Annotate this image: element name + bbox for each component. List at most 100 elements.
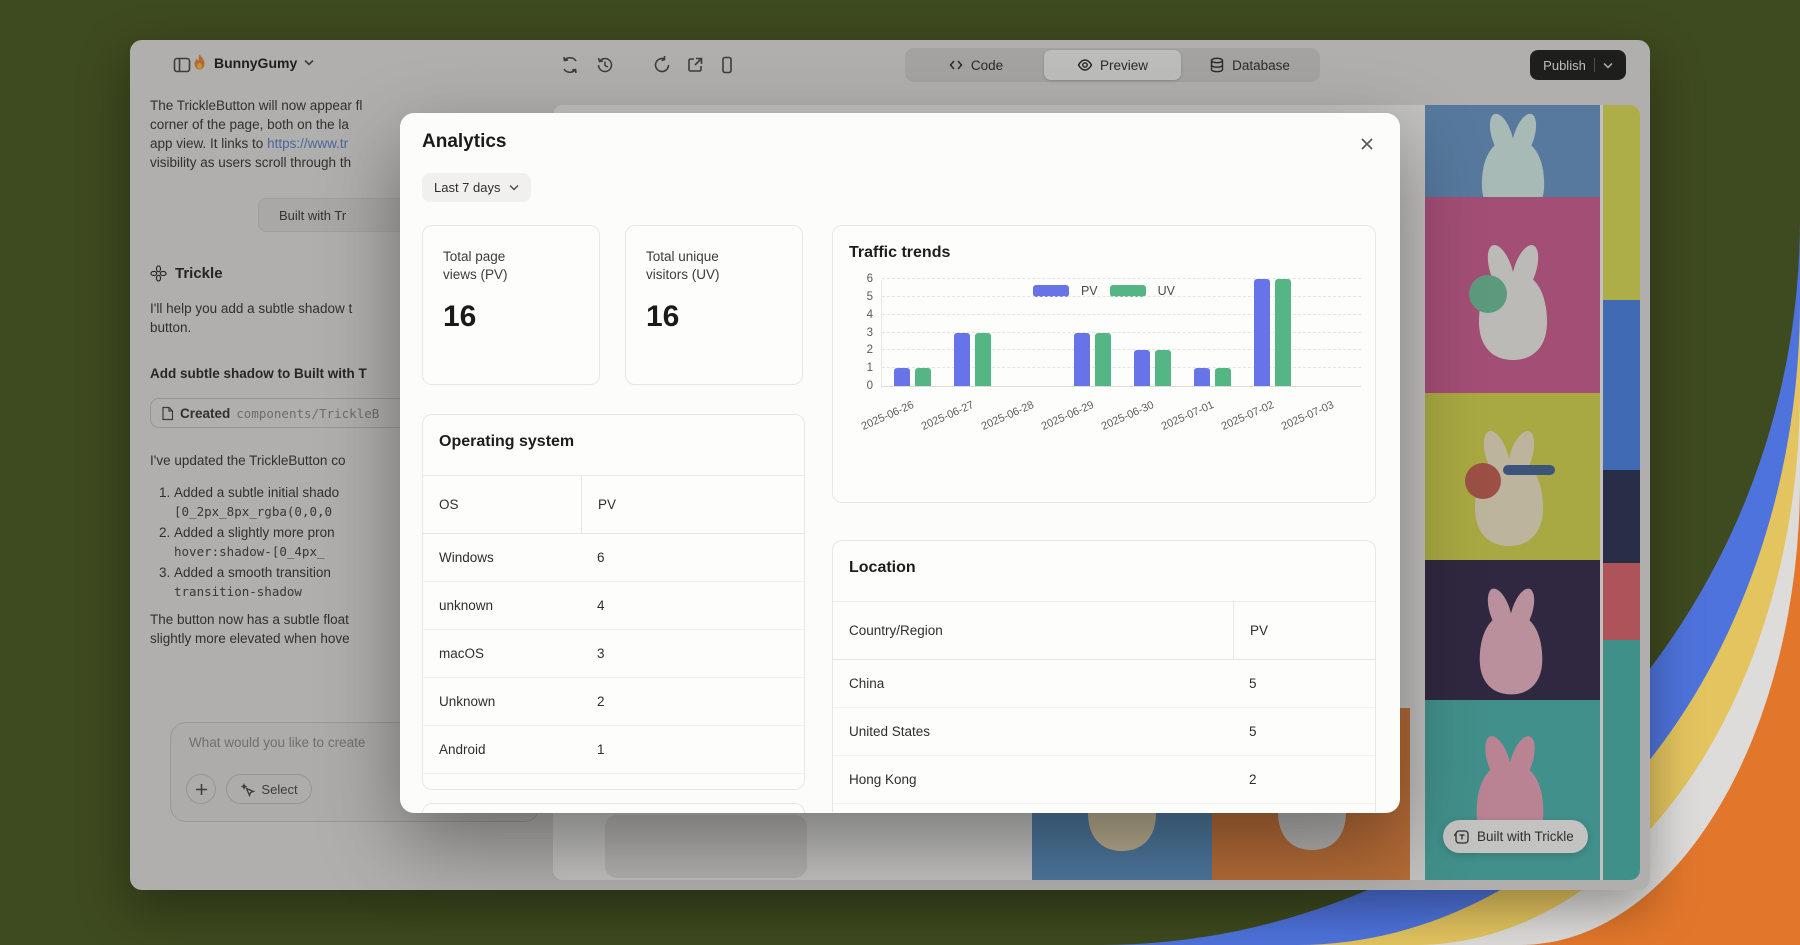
table-row: Unknown 2 (423, 678, 804, 726)
table-header: OS PV (423, 475, 804, 534)
y-axis-labels: 0 1 2 3 4 5 6 (833, 226, 873, 502)
gallery-image[interactable] (1603, 640, 1640, 880)
gallery-image[interactable] (1603, 563, 1640, 640)
bar-group (1242, 279, 1302, 386)
cell-value: 4 (597, 598, 605, 613)
assistant-message-line: The button now has a subtle float (150, 612, 349, 627)
table-row: unknown 4 (423, 582, 804, 630)
add-attachment-button[interactable] (186, 774, 216, 804)
date-range-dropdown[interactable]: Last 7 days (422, 173, 531, 202)
list-item: Added a subtle initial shado [0_2px_8px_… (174, 483, 522, 521)
list-item: Added a slightly more pron hover:shadow-… (174, 523, 522, 561)
select-element-button[interactable]: Select (226, 774, 312, 804)
stat-value: 16 (646, 300, 680, 333)
tab-preview[interactable]: Preview (1044, 50, 1181, 80)
bar-group (1122, 279, 1182, 386)
legend-swatch-uv (1109, 285, 1146, 297)
bar-uv (1214, 368, 1231, 386)
reload-icon[interactable] (652, 55, 672, 75)
assistant-message-line: slightly more elevated when hove (150, 631, 350, 646)
gridline (882, 349, 1361, 351)
sync-icon[interactable] (560, 55, 580, 75)
page-section (605, 815, 807, 878)
history-icon[interactable] (595, 55, 615, 75)
headphone-decor (1465, 463, 1501, 499)
cell-value: 5 (1249, 724, 1257, 739)
database-icon (1210, 57, 1224, 73)
tab-database-label: Database (1232, 57, 1290, 73)
cell-label: China (849, 676, 885, 691)
user-request: Add subtle shadow to Built with T (150, 366, 367, 381)
next-card-edge (422, 803, 805, 813)
created-label: Created (180, 405, 231, 421)
bar-pv (1133, 350, 1150, 386)
sunglasses-decor (1503, 465, 1555, 475)
assistant-message-line: app view. It links to https://www.tr (150, 136, 349, 151)
legend-label-pv: PV (1080, 284, 1098, 298)
badge-label: Built with Trickle (1477, 829, 1574, 844)
assistant-message-line: I'll help you add a subtle shadow t (150, 301, 353, 316)
window-topbar: BunnyGumy Code (130, 40, 1650, 90)
assistant-message-line: The TrickleButton will now appear fl (150, 98, 363, 113)
fire-icon (194, 54, 205, 70)
tab-preview-label: Preview (1099, 57, 1148, 73)
project-switcher[interactable]: BunnyGumy (192, 54, 314, 71)
close-icon[interactable] (1356, 133, 1378, 155)
mobile-preview-icon[interactable] (717, 55, 737, 75)
stat-label: Total page views (PV) (443, 249, 508, 282)
gallery-image[interactable] (1603, 470, 1640, 563)
table-row: Windows 6 (423, 534, 804, 582)
cell-value: 3 (597, 646, 605, 661)
table-title: Operating system (439, 433, 575, 450)
gallery-image[interactable] (1425, 105, 1600, 197)
assistant-header: Trickle (150, 264, 522, 283)
created-file-chip[interactable]: Created components/TrickleB (150, 398, 412, 428)
trickle-link[interactable]: https://www.tr (267, 136, 349, 151)
cell-value: 1 (597, 742, 605, 757)
publish-button[interactable]: Publish (1530, 50, 1626, 80)
gridline (882, 295, 1361, 297)
bar-group (1182, 279, 1242, 386)
stat-label: Total unique visitors (UV) (646, 249, 720, 282)
gallery-image[interactable] (1425, 560, 1600, 700)
date-range-value: Last 7 days (434, 180, 501, 195)
gallery-image[interactable] (1425, 197, 1600, 393)
gallery-image[interactable] (1603, 300, 1640, 470)
view-tabs: Code Preview Database (905, 48, 1320, 82)
cell-label: Unknown (439, 694, 496, 709)
y-tick-label: 0 (866, 380, 873, 392)
assistant-name: Trickle (175, 265, 223, 282)
tab-code[interactable]: Code (907, 50, 1044, 80)
modal-title: Analytics (422, 131, 507, 152)
open-external-icon[interactable] (685, 55, 705, 75)
bar-uv (1154, 350, 1171, 386)
y-tick-label: 3 (866, 326, 873, 339)
assistant-message-line: visibility as users scroll through th (150, 155, 352, 170)
change-list: Added a subtle initial shado [0_2px_8px_… (174, 483, 522, 601)
tab-database[interactable]: Database (1181, 50, 1318, 80)
table-row: Android 1 (423, 726, 804, 774)
bar-group (882, 279, 942, 386)
y-tick-label: 4 (866, 308, 873, 321)
publish-label: Publish (1543, 57, 1586, 73)
list-item: Added a smooth transition transition-sha… (174, 563, 522, 601)
x-tick-label: 2025-06-27 (919, 399, 976, 433)
chevron-down-icon[interactable] (1603, 62, 1613, 69)
bar-group (1062, 279, 1122, 386)
table-row: Hong Kong 2 (833, 756, 1375, 804)
y-tick-label: 5 (866, 290, 873, 303)
file-icon (162, 406, 174, 420)
select-cursor-icon (241, 782, 256, 797)
bar-pv (1073, 332, 1090, 386)
gallery-image[interactable] (1603, 105, 1640, 300)
plus-icon (195, 783, 207, 795)
bar-group (1002, 279, 1062, 386)
x-tick-label: 2025-06-29 (1039, 399, 1096, 433)
gallery-image[interactable] (1425, 393, 1600, 560)
bar-chart-plot (881, 278, 1361, 387)
built-with-trickle-badge[interactable]: Built with Trickle (1443, 820, 1588, 853)
cell-label: Windows (439, 550, 494, 565)
sidebar-toggle-icon[interactable] (172, 55, 192, 75)
cell-label: macOS (439, 646, 485, 661)
